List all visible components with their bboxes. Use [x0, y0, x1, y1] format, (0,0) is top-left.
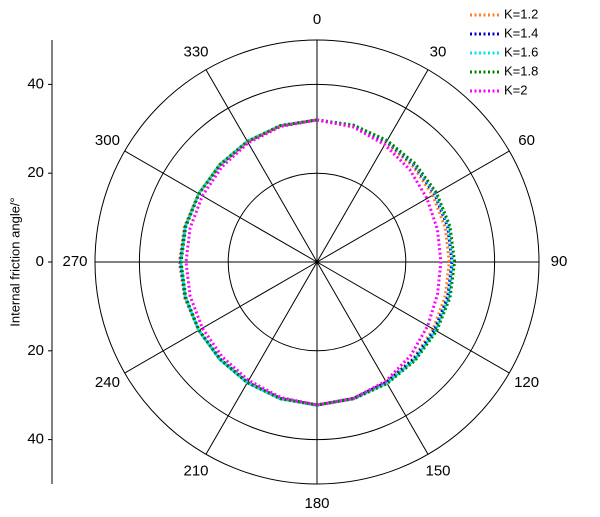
- angle-label: 300: [95, 132, 120, 149]
- legend-label: K=1.6: [504, 44, 538, 59]
- y-axis-label: Internal friction angle/°: [7, 197, 22, 327]
- angular-grid: [124, 150, 318, 263]
- angle-label: 30: [430, 43, 447, 60]
- y-tick-label: 40: [27, 431, 44, 448]
- angular-grid: [316, 261, 429, 455]
- angular-grid: [124, 261, 318, 374]
- angle-label: 180: [304, 495, 329, 512]
- series-line: [184, 118, 443, 407]
- angle-label: 120: [514, 374, 539, 391]
- angle-label: 210: [183, 463, 208, 480]
- angular-grid: [205, 261, 318, 455]
- series-line: [179, 118, 455, 407]
- angle-label: 150: [425, 463, 450, 480]
- y-tick-label: 20: [27, 342, 44, 359]
- series-line: [179, 118, 457, 407]
- angle-label: 0: [313, 11, 321, 28]
- y-tick-label: 0: [36, 253, 44, 270]
- angular-grid: [316, 150, 510, 263]
- angular-grid: [316, 261, 510, 374]
- angle-label: 330: [183, 43, 208, 60]
- y-tick-label: 40: [27, 75, 44, 92]
- angular-grid: [205, 69, 318, 263]
- legend-label: K=1.4: [504, 25, 538, 40]
- angle-label: 270: [62, 253, 87, 270]
- angle-label: 240: [95, 374, 120, 391]
- angular-grid: [316, 69, 429, 263]
- legend-label: K=1.8: [504, 63, 538, 78]
- angle-label: 60: [518, 132, 535, 149]
- legend-label: K=1.2: [504, 6, 538, 21]
- legend-label: K=2: [504, 82, 528, 97]
- angle-label: 90: [551, 253, 568, 270]
- y-tick-label: 20: [27, 164, 44, 181]
